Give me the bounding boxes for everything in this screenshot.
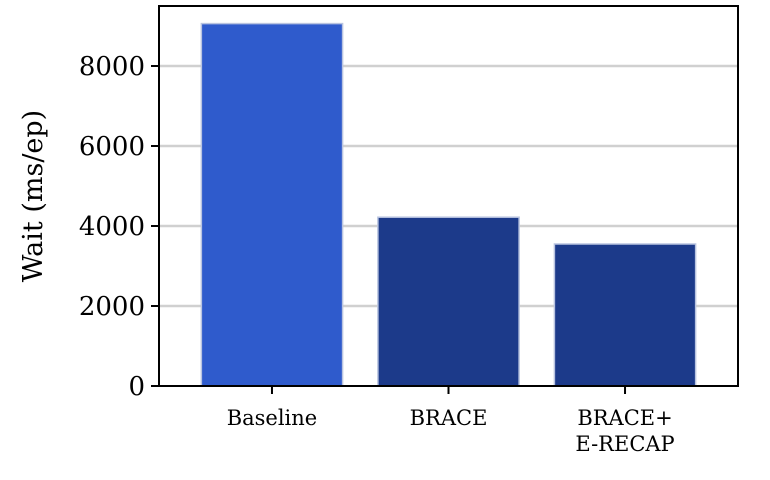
y-tick-label: 6000	[79, 132, 145, 162]
y-tick-label: 4000	[79, 212, 145, 242]
bars	[200, 22, 697, 387]
y-tick-label: 2000	[79, 292, 145, 322]
x-tick-label: Baseline	[227, 406, 318, 430]
x-tick-label: BRACE	[410, 406, 488, 430]
bar	[553, 243, 697, 387]
x-axis-ticks: Baseline BRACE BRACE+ E-RECAP	[227, 386, 675, 456]
y-axis-ticks: 0 2000 4000 6000 8000	[79, 52, 159, 402]
y-tick-label: 0	[128, 372, 145, 402]
x-tick-label: BRACE+ E-RECAP	[575, 406, 674, 456]
bar	[377, 216, 520, 387]
y-axis-title: Wait (ms/ep)	[18, 110, 49, 282]
bar	[200, 22, 344, 387]
y-tick-label: 8000	[79, 52, 145, 82]
